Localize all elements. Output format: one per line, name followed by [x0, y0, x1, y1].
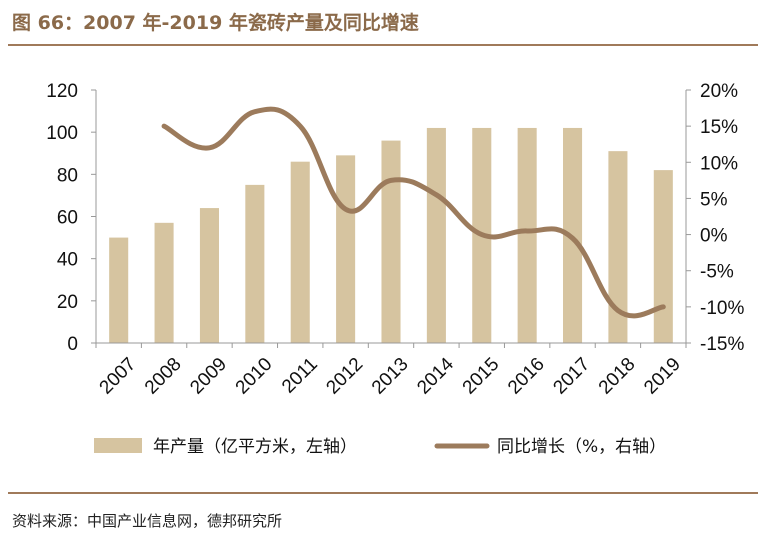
x-tick-label: 2015	[459, 354, 504, 399]
legend-line-label: 同比增长（%，右轴）	[497, 437, 666, 457]
right-tick-label: 5%	[700, 189, 728, 210]
source-note: 资料来源：中国产业信息网，德邦研究所	[12, 512, 283, 530]
left-tick-label: 20	[57, 292, 78, 313]
left-tick-label: 80	[57, 165, 78, 186]
x-tick-label: 2007	[96, 354, 141, 399]
bar-2010	[245, 184, 265, 343]
title-divider	[8, 44, 758, 46]
legend-bar-label: 年产量（亿平方米，左轴）	[153, 437, 357, 457]
x-tick-label: 2014	[413, 353, 458, 398]
bar-2016	[517, 127, 537, 343]
source-divider	[8, 492, 758, 494]
x-tick-label: 2019	[640, 354, 685, 399]
right-tick-label: 10%	[700, 153, 738, 174]
right-tick-label: 0%	[700, 226, 728, 247]
left-tick-label: 100	[46, 123, 78, 144]
bar-2019	[653, 170, 673, 343]
x-tick-label: 2016	[504, 354, 549, 399]
left-tick-label: 120	[46, 81, 78, 102]
bar-2012	[336, 155, 356, 343]
x-tick-label: 2013	[368, 354, 413, 399]
right-tick-label: -15%	[700, 334, 744, 355]
x-tick-label: 2012	[322, 354, 367, 399]
right-tick-label: -5%	[700, 262, 734, 283]
bar-2007	[109, 237, 129, 343]
chart-title: 图 66：2007 年-2019 年瓷砖产量及同比增速	[12, 12, 419, 34]
right-tick-label: 20%	[700, 81, 738, 102]
bar-2018	[608, 151, 628, 343]
x-tick-label: 2017	[549, 354, 594, 399]
right-tick-label: -10%	[700, 298, 744, 319]
x-tick-label: 2011	[278, 354, 322, 398]
legend-bar-swatch	[94, 438, 142, 453]
bar-2013	[381, 140, 401, 343]
x-tick-label: 2010	[232, 354, 277, 399]
bar-2009	[199, 208, 219, 343]
bar-2011	[290, 161, 310, 343]
growth-line	[161, 106, 666, 319]
x-tick-label: 2008	[141, 354, 186, 399]
x-tick-label: 2018	[595, 354, 640, 399]
left-tick-label: 0	[67, 334, 78, 355]
bar-2014	[426, 127, 446, 343]
bar-2008	[154, 222, 174, 343]
left-tick-label: 60	[57, 208, 78, 229]
x-tick-label: 2009	[186, 354, 231, 399]
right-tick-label: 15%	[700, 117, 738, 138]
chart-svg: 0 20 40 60 80 100 120 -15% -10% -5% 0% 5% 10% 15% 20% 2…	[46, 81, 744, 457]
left-tick-label: 40	[57, 250, 78, 271]
